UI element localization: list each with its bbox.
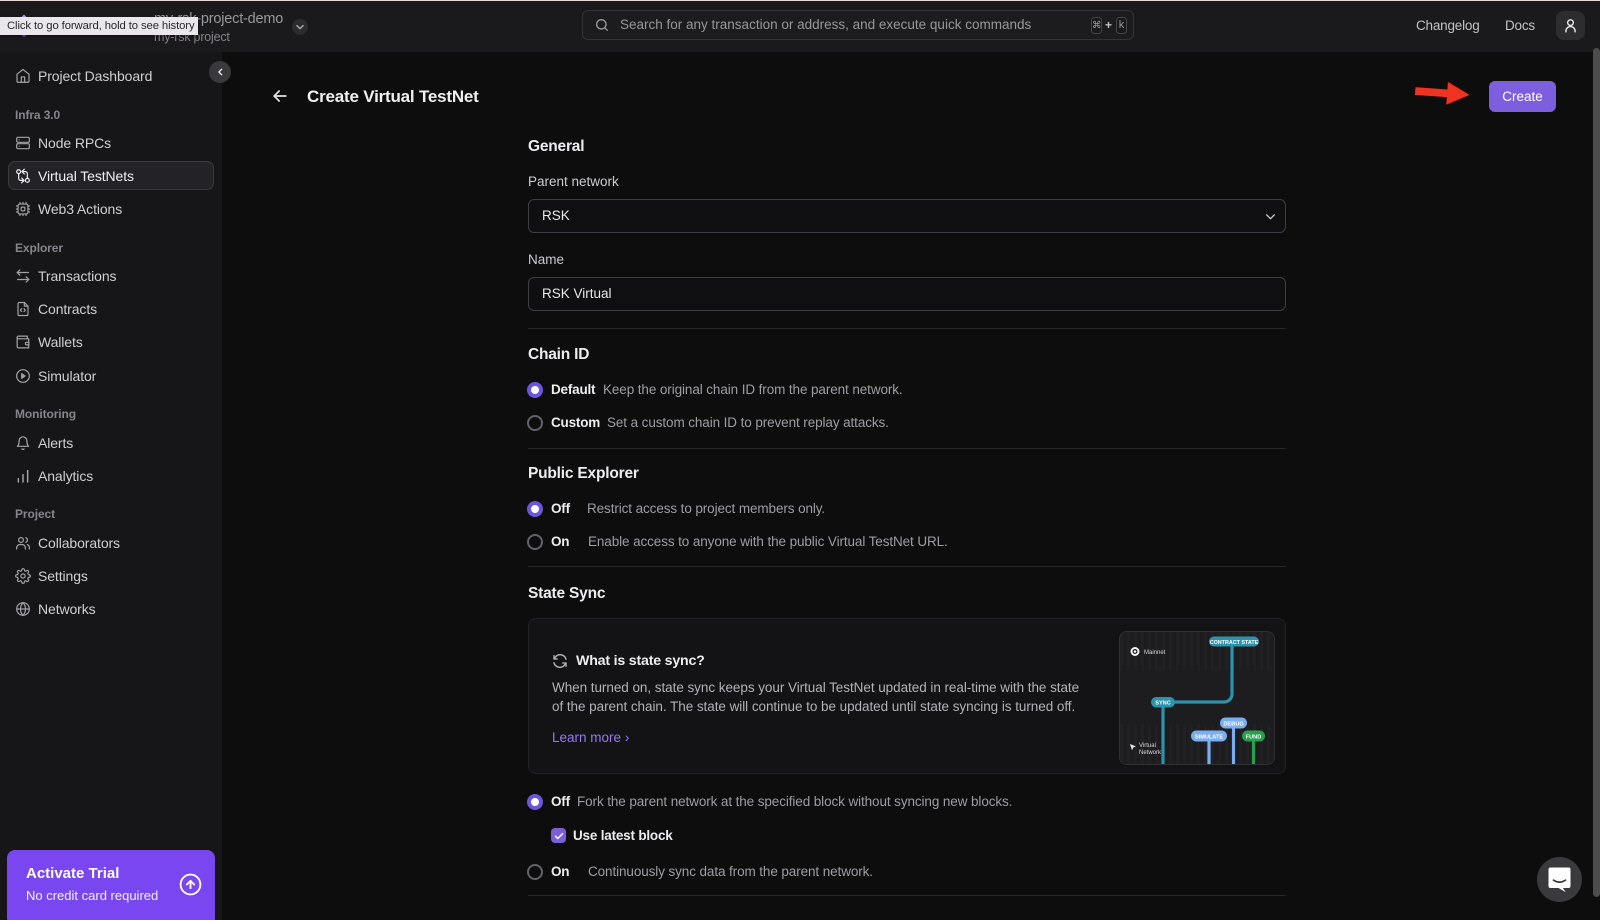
svg-text:CONTRACT STATE: CONTRACT STATE [1210, 640, 1259, 646]
svg-text:SIMULATE: SIMULATE [1195, 734, 1223, 740]
svg-text:SYNC: SYNC [1155, 701, 1171, 707]
svg-text:Mainnet: Mainnet [1144, 650, 1166, 656]
svg-text:DEBUG: DEBUG [1223, 721, 1243, 727]
svg-text:Virtual: Virtual [1139, 743, 1156, 749]
svg-text:Network: Network [1139, 750, 1162, 756]
svg-text:FUND: FUND [1246, 734, 1262, 740]
